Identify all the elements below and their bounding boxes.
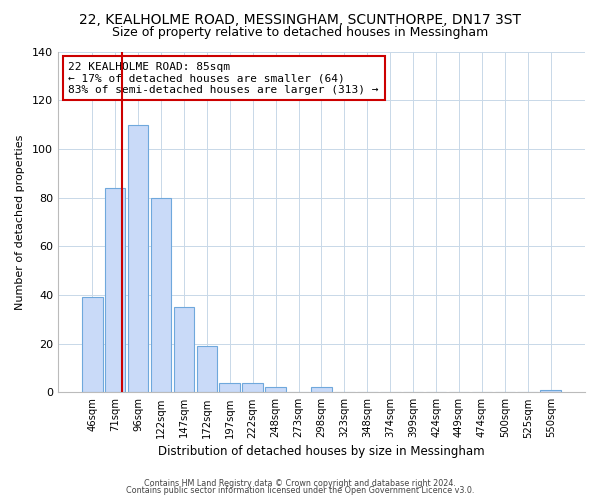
X-axis label: Distribution of detached houses by size in Messingham: Distribution of detached houses by size … bbox=[158, 444, 485, 458]
Bar bbox=[105, 188, 125, 392]
Bar bbox=[541, 390, 561, 392]
Bar bbox=[242, 382, 263, 392]
Text: Size of property relative to detached houses in Messingham: Size of property relative to detached ho… bbox=[112, 26, 488, 39]
Bar bbox=[173, 307, 194, 392]
Text: Contains public sector information licensed under the Open Government Licence v3: Contains public sector information licen… bbox=[126, 486, 474, 495]
Bar bbox=[151, 198, 171, 392]
Bar bbox=[311, 388, 332, 392]
Bar bbox=[82, 298, 103, 392]
Bar bbox=[265, 388, 286, 392]
Bar bbox=[128, 124, 148, 392]
Text: 22 KEALHOLME ROAD: 85sqm
← 17% of detached houses are smaller (64)
83% of semi-d: 22 KEALHOLME ROAD: 85sqm ← 17% of detach… bbox=[68, 62, 379, 95]
Text: 22, KEALHOLME ROAD, MESSINGHAM, SCUNTHORPE, DN17 3ST: 22, KEALHOLME ROAD, MESSINGHAM, SCUNTHOR… bbox=[79, 12, 521, 26]
Bar bbox=[220, 382, 240, 392]
Text: Contains HM Land Registry data © Crown copyright and database right 2024.: Contains HM Land Registry data © Crown c… bbox=[144, 478, 456, 488]
Y-axis label: Number of detached properties: Number of detached properties bbox=[15, 134, 25, 310]
Bar bbox=[197, 346, 217, 393]
